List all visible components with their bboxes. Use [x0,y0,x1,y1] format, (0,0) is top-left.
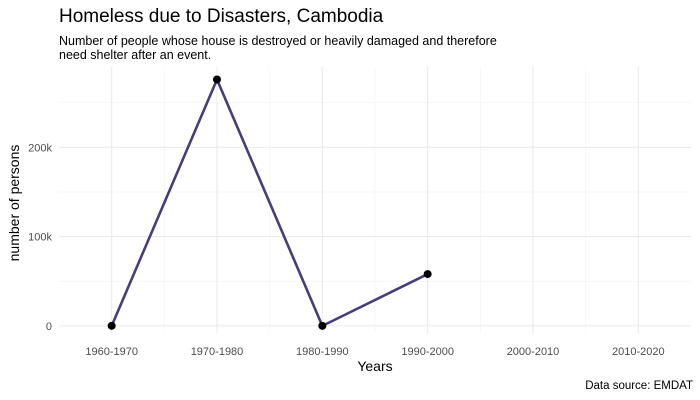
x-tick-label: 2000-2010 [507,346,560,358]
gridlines [59,67,691,333]
data-point [213,75,221,84]
x-tick-label: 1990-2000 [401,346,454,358]
y-axis-title: number of persons [6,145,22,262]
x-axis-title: Years [357,358,392,374]
y-tick-label: 0 [46,321,52,333]
data-point [423,270,432,279]
axis-ticks: 1960-1970 1970-1980 1980-1990 1990-2000 2000… [28,142,664,358]
data-point [107,321,116,330]
chart-subtitle-line-1: Number of people whose house is destroye… [59,34,497,48]
series-line [110,78,429,328]
y-tick-label: 100k [28,232,52,244]
x-tick-label: 1960-1970 [85,346,138,358]
y-tick-label: 200k [28,142,52,154]
data-point [318,321,327,330]
chart-subtitle-line-2: need shelter after an event. [59,48,211,62]
x-tick-label: 1970-1980 [191,346,244,358]
x-tick-label: 2010-2020 [612,346,665,358]
data-series [107,75,432,330]
x-tick-label: 1980-1990 [296,346,349,358]
chart-title: Homeless due to Disasters, Cambodia [59,6,384,27]
chart-caption: Data source: EMDAT [585,380,693,392]
